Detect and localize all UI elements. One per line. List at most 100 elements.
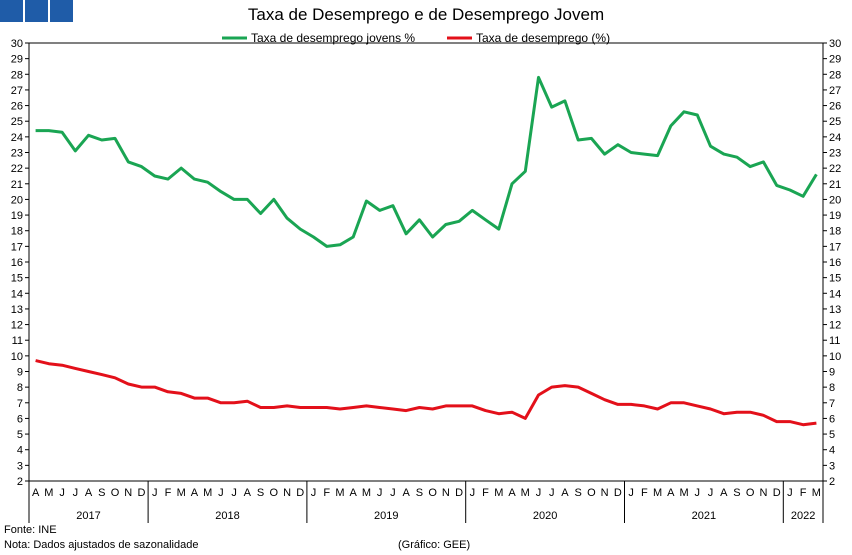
y-tick-label-right: 19 xyxy=(829,210,841,222)
y-tick-label-left: 30 xyxy=(11,38,23,50)
y-tick-label-left: 13 xyxy=(11,304,23,316)
y-tick-label-left: 2 xyxy=(17,476,23,488)
legend-label: Taxa de desemprego jovens % xyxy=(251,31,415,45)
y-tick-label-left: 27 xyxy=(11,85,23,97)
chart-title: Taxa de Desemprego e de Desemprego Jovem xyxy=(247,5,605,24)
x-month-label: F xyxy=(641,487,648,499)
y-tick-label-left: 16 xyxy=(11,257,23,269)
y-tick-label-left: 4 xyxy=(17,445,23,457)
y-tick-label-right: 28 xyxy=(829,69,841,81)
y-tick-label-right: 11 xyxy=(829,335,840,347)
y-tick-label-right: 14 xyxy=(829,288,841,300)
x-month-label: N xyxy=(601,487,609,499)
y-tick-label-right: 29 xyxy=(829,54,841,66)
x-month-label: J xyxy=(536,487,542,499)
adjustment-note: Nota: Dados ajustados de sazonalidade xyxy=(4,539,199,551)
x-month-label: N xyxy=(759,487,767,499)
x-month-label: A xyxy=(402,487,410,499)
x-month-label: S xyxy=(416,487,423,499)
y-tick-label-right: 17 xyxy=(829,241,841,253)
x-month-label: J xyxy=(231,487,237,499)
x-month-label: S xyxy=(575,487,582,499)
x-month-label: J xyxy=(787,487,793,499)
x-month-label: A xyxy=(508,487,516,499)
y-tick-label-left: 10 xyxy=(11,351,23,363)
y-tick-label-right: 21 xyxy=(829,179,841,191)
x-month-label: J xyxy=(695,487,701,499)
x-month-label: J xyxy=(549,487,555,499)
y-tick-label-right: 2 xyxy=(829,476,835,488)
series-line-youth-unemployment xyxy=(35,75,818,248)
y-tick-label-right: 22 xyxy=(829,163,841,175)
x-month-label: A xyxy=(244,487,252,499)
x-month-label: O xyxy=(111,487,120,499)
x-month-label: J xyxy=(628,487,634,499)
y-tick-label-left: 6 xyxy=(17,413,23,425)
x-month-label: N xyxy=(283,487,291,499)
x-month-label: M xyxy=(203,487,212,499)
y-tick-label-right: 10 xyxy=(829,351,841,363)
y-tick-label-left: 5 xyxy=(17,429,23,441)
x-year-label: 2021 xyxy=(692,510,716,522)
x-month-label: O xyxy=(587,487,596,499)
x-month-label: A xyxy=(561,487,569,499)
y-tick-label-left: 18 xyxy=(11,226,23,238)
x-year-label: 2018 xyxy=(215,510,239,522)
y-tick-label-right: 24 xyxy=(829,132,841,144)
y-tick-label-left: 3 xyxy=(17,460,23,472)
y-tick-label-left: 24 xyxy=(11,132,23,144)
x-month-label: M xyxy=(679,487,688,499)
brand-block xyxy=(50,0,73,22)
x-month-label: A xyxy=(85,487,93,499)
x-month-label: M xyxy=(812,487,821,499)
x-month-label: M xyxy=(335,487,344,499)
y-tick-label-left: 22 xyxy=(11,163,23,175)
x-month-label: A xyxy=(720,487,728,499)
y-tick-label-left: 17 xyxy=(11,241,23,253)
y-tick-label-left: 20 xyxy=(11,194,23,206)
x-month-label: J xyxy=(390,487,396,499)
y-tick-label-left: 25 xyxy=(11,116,23,128)
x-month-label: F xyxy=(800,487,807,499)
brand-block xyxy=(25,0,48,22)
x-month-label: O xyxy=(270,487,279,499)
x-month-label: D xyxy=(773,487,781,499)
x-month-label: S xyxy=(257,487,264,499)
x-month-label: D xyxy=(455,487,463,499)
y-tick-label-right: 5 xyxy=(829,429,835,441)
x-month-label: F xyxy=(165,487,172,499)
x-month-label: F xyxy=(482,487,489,499)
x-month-label: S xyxy=(733,487,740,499)
y-tick-label-right: 20 xyxy=(829,194,841,206)
y-tick-label-right: 13 xyxy=(829,304,841,316)
source-note: Fonte: INE xyxy=(4,524,57,536)
y-tick-label-right: 7 xyxy=(829,398,835,410)
y-tick-label-right: 26 xyxy=(829,101,841,113)
y-tick-label-right: 25 xyxy=(829,116,841,128)
y-tick-label-right: 15 xyxy=(829,273,841,285)
brand-block xyxy=(0,0,23,22)
y-tick-label-left: 12 xyxy=(11,320,23,332)
x-month-label: M xyxy=(177,487,186,499)
y-tick-label-left: 15 xyxy=(11,273,23,285)
y-tick-label-left: 29 xyxy=(11,54,23,66)
x-month-label: A xyxy=(350,487,358,499)
y-tick-label-left: 23 xyxy=(11,148,23,160)
x-month-label: J xyxy=(73,487,79,499)
x-month-label: J xyxy=(59,487,65,499)
x-month-label: N xyxy=(442,487,450,499)
x-month-label: A xyxy=(667,487,675,499)
y-tick-label-left: 14 xyxy=(11,288,23,300)
y-tick-label-left: 11 xyxy=(12,335,23,347)
x-month-label: D xyxy=(138,487,146,499)
x-month-label: M xyxy=(362,487,371,499)
x-month-label: N xyxy=(124,487,132,499)
x-month-label: O xyxy=(746,487,755,499)
x-month-label: J xyxy=(377,487,383,499)
y-tick-label-right: 8 xyxy=(829,382,835,394)
y-tick-label-right: 23 xyxy=(829,148,841,160)
y-tick-label-right: 27 xyxy=(829,85,841,97)
y-tick-label-left: 9 xyxy=(17,367,23,379)
x-month-label: D xyxy=(614,487,622,499)
